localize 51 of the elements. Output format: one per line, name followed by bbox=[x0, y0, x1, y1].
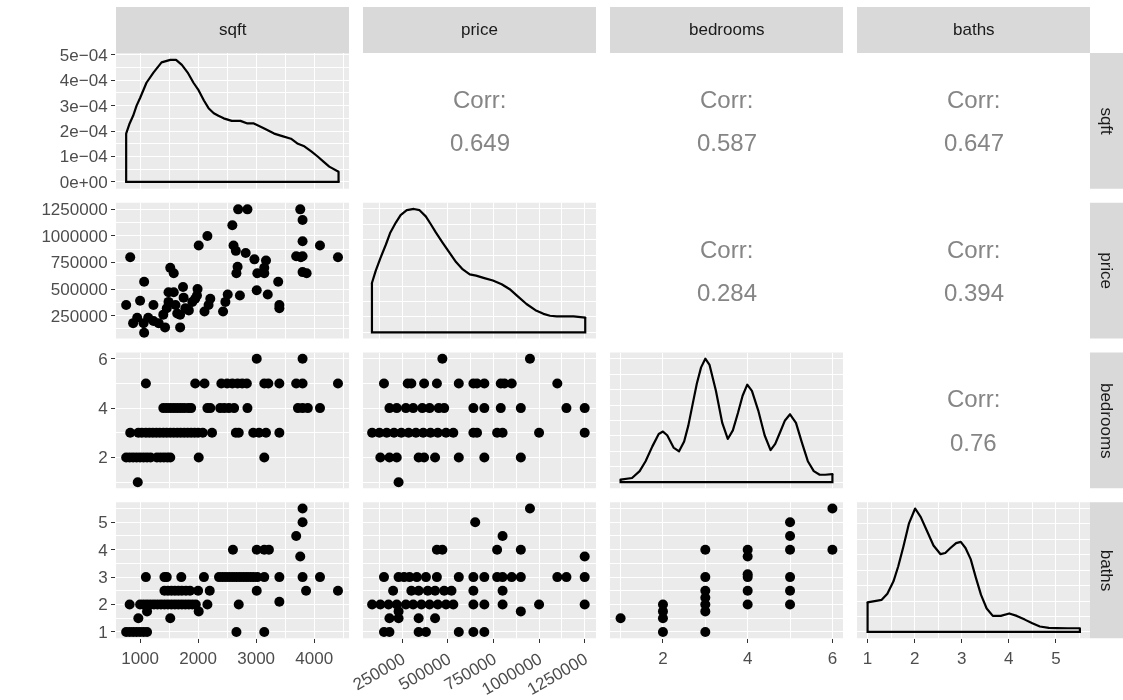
y-tick-label: 3 bbox=[98, 568, 108, 588]
text: 0.647 bbox=[944, 129, 1005, 156]
text: 0.76 bbox=[950, 429, 997, 456]
x-tick-label: 6 bbox=[827, 648, 838, 668]
text: bedrooms bbox=[1096, 382, 1116, 459]
y-tick-label: 4 bbox=[98, 540, 108, 560]
x-tick-label: 2000 bbox=[179, 648, 218, 668]
text: Corr: bbox=[947, 86, 1001, 113]
y-tick-label: 750000 bbox=[50, 253, 108, 273]
y-tick-label: 2e−04 bbox=[59, 122, 108, 142]
y2-axis-title: baths bbox=[1096, 549, 1116, 592]
x-tick-label: 1 bbox=[862, 648, 873, 668]
y-tick-label: 500000 bbox=[50, 280, 108, 300]
text: Corr: bbox=[947, 385, 1001, 412]
text: Corr: bbox=[453, 86, 507, 113]
y-tick-label: 2 bbox=[98, 595, 108, 615]
text: sqft bbox=[1097, 107, 1117, 136]
y-tick-label: 1250000 bbox=[41, 200, 108, 220]
text: 0.649 bbox=[450, 129, 511, 156]
x-tick-label: 5 bbox=[1051, 648, 1061, 668]
y-tick-label: 5e−04 bbox=[59, 45, 108, 65]
y-tick-label: 5 bbox=[98, 513, 108, 533]
x-tick-label: 4 bbox=[1004, 648, 1014, 668]
y-tick-label: 4 bbox=[98, 399, 108, 419]
y-tick-label: 4e−04 bbox=[59, 71, 108, 91]
x-tick-label: 4 bbox=[742, 648, 753, 668]
y-tick-label: 250000 bbox=[50, 306, 108, 326]
text: price bbox=[1097, 252, 1117, 290]
text: 0.587 bbox=[697, 129, 758, 156]
text: 0.394 bbox=[944, 279, 1005, 306]
x-tick-label: 3 bbox=[957, 648, 967, 668]
y-tick-label: 6 bbox=[98, 349, 108, 369]
chart-title: sqft bbox=[219, 20, 247, 39]
x-tick-label: 2 bbox=[658, 648, 668, 668]
text: baths bbox=[953, 20, 995, 39]
x-tick-label: 1000 bbox=[121, 648, 159, 668]
y-tick-label: 1e−04 bbox=[59, 147, 108, 167]
y-tick-label: 3e−04 bbox=[59, 96, 108, 116]
x-tick-label: 2 bbox=[909, 648, 920, 668]
y-tick-label: 1 bbox=[98, 622, 108, 642]
y-tick-label: 2 bbox=[98, 448, 108, 468]
text: Corr: bbox=[700, 86, 754, 113]
y-tick-label: 1000000 bbox=[41, 226, 108, 246]
x-tick-label: 4000 bbox=[295, 648, 334, 668]
text: Corr: bbox=[700, 236, 754, 263]
text: price bbox=[461, 20, 498, 39]
text: Corr: bbox=[947, 236, 1001, 263]
text: bedrooms bbox=[689, 20, 765, 39]
x-tick-label: 3000 bbox=[237, 648, 276, 668]
text: 0.284 bbox=[697, 279, 758, 306]
y-tick-label: 0e+00 bbox=[59, 172, 108, 192]
